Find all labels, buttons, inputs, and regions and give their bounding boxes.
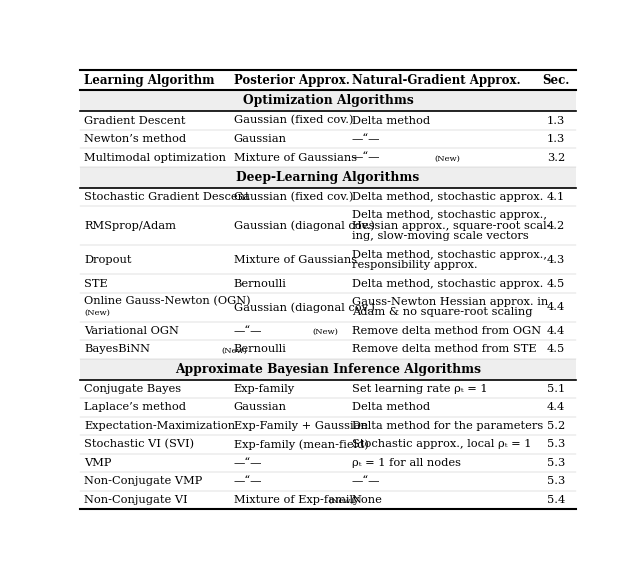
Text: Exp-family (mean-field): Exp-family (mean-field) [234, 439, 369, 450]
Text: Delta method: Delta method [352, 116, 430, 125]
Text: Delta method, stochastic approx.,: Delta method, stochastic approx., [352, 250, 547, 260]
Text: Exp-family: Exp-family [234, 384, 295, 394]
Text: Stochastic VI (SVI): Stochastic VI (SVI) [84, 439, 194, 449]
Text: Delta method, stochastic approx.: Delta method, stochastic approx. [352, 278, 543, 289]
Text: 1.3: 1.3 [547, 116, 565, 125]
Text: Sec.: Sec. [543, 73, 570, 87]
Text: Non-Conjugate VMP: Non-Conjugate VMP [84, 476, 202, 486]
Text: (New): (New) [313, 328, 339, 336]
Text: 5.4: 5.4 [547, 495, 565, 505]
Text: Mixture of Gaussians: Mixture of Gaussians [234, 152, 357, 163]
Text: 4.5: 4.5 [547, 278, 565, 289]
Text: Gaussian: Gaussian [234, 402, 287, 413]
Text: 4.3: 4.3 [547, 255, 565, 265]
Text: —“—: —“— [352, 152, 380, 163]
Text: Online Gauss-Newton (OGN): Online Gauss-Newton (OGN) [84, 296, 251, 307]
Text: (New): (New) [328, 497, 354, 505]
Text: Gaussian (fixed cov.): Gaussian (fixed cov.) [234, 192, 353, 202]
Text: Hessian approx., square-root scal-: Hessian approx., square-root scal- [352, 221, 550, 231]
Text: 4.2: 4.2 [547, 221, 565, 231]
Text: Remove delta method from STE: Remove delta method from STE [352, 344, 536, 355]
Text: (New): (New) [221, 347, 247, 355]
Text: —“—: —“— [352, 134, 380, 144]
Text: Conjugate Bayes: Conjugate Bayes [84, 384, 181, 394]
Text: 5.1: 5.1 [547, 384, 565, 394]
Text: responsibility approx.: responsibility approx. [352, 260, 477, 270]
Text: Delta method: Delta method [352, 402, 430, 413]
Text: (New): (New) [435, 155, 461, 163]
Text: Delta method for the parameters: Delta method for the parameters [352, 421, 543, 431]
Bar [80, 91, 576, 111]
Text: 4.4: 4.4 [547, 402, 565, 413]
Text: Gaussian (diagonal cov.): Gaussian (diagonal cov.) [234, 221, 374, 231]
Text: Stochastic Gradient Descent: Stochastic Gradient Descent [84, 192, 250, 202]
Text: Gaussian: Gaussian [234, 134, 287, 144]
Text: Dropout: Dropout [84, 255, 131, 265]
Text: 4.5: 4.5 [547, 344, 565, 355]
Text: Remove delta method from OGN: Remove delta method from OGN [352, 326, 541, 336]
Text: Expectation-Maximization: Expectation-Maximization [84, 421, 235, 431]
Text: 4.1: 4.1 [547, 192, 565, 202]
Text: —“—: —“— [234, 476, 262, 486]
Text: Non-Conjugate VI: Non-Conjugate VI [84, 495, 188, 505]
Text: —“—: —“— [234, 326, 262, 336]
Text: (New): (New) [84, 308, 110, 316]
Text: Gaussian (fixed cov.): Gaussian (fixed cov.) [234, 115, 353, 125]
Text: Exp-Family + Gaussian: Exp-Family + Gaussian [234, 421, 367, 431]
Text: None: None [352, 495, 383, 505]
Text: Delta method, stochastic approx.,: Delta method, stochastic approx., [352, 210, 547, 221]
Text: Posterior Approx.: Posterior Approx. [234, 73, 349, 87]
Text: Mixture of Exp-family: Mixture of Exp-family [234, 495, 359, 505]
Text: Adam & no square-root scaling: Adam & no square-root scaling [352, 308, 532, 317]
Bar [80, 359, 576, 379]
Text: 1.3: 1.3 [547, 134, 565, 144]
Text: Deep-Learning Algorithms: Deep-Learning Algorithms [236, 171, 420, 184]
Text: Gauss-Newton Hessian approx. in: Gauss-Newton Hessian approx. in [352, 297, 548, 307]
Text: —“—: —“— [234, 458, 262, 468]
Text: 5.3: 5.3 [547, 476, 565, 486]
Text: Approximate Bayesian Inference Algorithms: Approximate Bayesian Inference Algorithm… [175, 363, 481, 376]
Text: 4.4: 4.4 [547, 303, 565, 312]
Text: Newton’s method: Newton’s method [84, 134, 186, 144]
Text: Mixture of Gaussians: Mixture of Gaussians [234, 255, 357, 265]
Text: 5.2: 5.2 [547, 421, 565, 431]
Text: Optimization Algorithms: Optimization Algorithms [243, 95, 413, 107]
Text: RMSprop/Adam: RMSprop/Adam [84, 221, 176, 231]
Text: Learning Algorithm: Learning Algorithm [84, 73, 214, 87]
Text: Gradient Descent: Gradient Descent [84, 116, 186, 125]
Text: Delta method, stochastic approx.: Delta method, stochastic approx. [352, 192, 543, 202]
Text: Gaussian (diagonal cov.): Gaussian (diagonal cov.) [234, 302, 374, 312]
Text: Bernoulli: Bernoulli [234, 344, 287, 355]
Text: VMP: VMP [84, 458, 111, 468]
Text: 3.2: 3.2 [547, 152, 565, 163]
Text: 5.3: 5.3 [547, 439, 565, 449]
Text: Bernoulli: Bernoulli [234, 278, 287, 289]
Bar [80, 70, 576, 91]
Text: 4.4: 4.4 [547, 326, 565, 336]
Bar [80, 167, 576, 187]
Text: BayesBiNN: BayesBiNN [84, 344, 150, 355]
Text: STE: STE [84, 278, 108, 289]
Text: Natural-Gradient Approx.: Natural-Gradient Approx. [352, 73, 520, 87]
Text: —“—: —“— [352, 476, 380, 486]
Text: Variational OGN: Variational OGN [84, 326, 179, 336]
Text: ing, slow-moving scale vectors: ing, slow-moving scale vectors [352, 231, 529, 241]
Text: Set learning rate ρₜ = 1: Set learning rate ρₜ = 1 [352, 384, 488, 394]
Text: Stochastic approx., local ρₜ = 1: Stochastic approx., local ρₜ = 1 [352, 439, 531, 449]
Text: ρₜ = 1 for all nodes: ρₜ = 1 for all nodes [352, 458, 461, 468]
Text: 5.3: 5.3 [547, 458, 565, 468]
Text: Laplace’s method: Laplace’s method [84, 402, 186, 413]
Text: Multimodal optimization: Multimodal optimization [84, 152, 226, 163]
